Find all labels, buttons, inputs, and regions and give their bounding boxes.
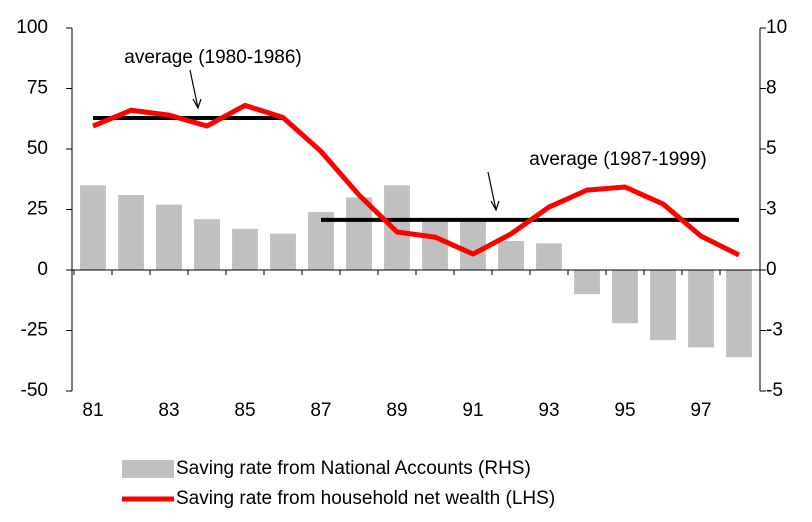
bar <box>688 270 714 348</box>
x-tick-label: 97 <box>690 400 711 421</box>
legend-label: Saving rate from household net wealth (L… <box>176 488 555 509</box>
bar <box>156 204 182 270</box>
y2-tick-label: 5 <box>766 138 777 159</box>
y2-tick-label: 0 <box>766 259 777 280</box>
annotation-arrow <box>189 69 199 109</box>
bar <box>650 270 676 341</box>
bar <box>498 240 524 270</box>
bar <box>232 228 258 270</box>
y2-tick-label: -5 <box>766 380 783 401</box>
annotation-arrow <box>487 171 497 211</box>
x-tick-label: 93 <box>538 400 559 421</box>
annotation: average (1980-1986) <box>124 47 301 68</box>
x-tick-label: 85 <box>234 400 255 421</box>
bar <box>574 270 600 295</box>
y-tick-label: -25 <box>21 320 48 341</box>
x-tick-label: 89 <box>386 400 407 421</box>
line <box>92 102 741 258</box>
y-tick-label: -50 <box>21 380 48 401</box>
bar <box>270 233 296 270</box>
x-tick-label: 81 <box>82 400 103 421</box>
bar <box>194 219 220 270</box>
x-tick-label: 95 <box>614 400 635 421</box>
bar <box>726 270 752 358</box>
legend-label: Saving rate from National Accounts (RHS) <box>176 458 531 479</box>
y2-tick-label: 8 <box>766 78 777 99</box>
bar <box>612 270 638 324</box>
arrow-head <box>192 98 202 110</box>
y2-tick-label: 3 <box>766 199 777 220</box>
x-tick-label: 83 <box>158 400 179 421</box>
y-tick-label: 25 <box>27 199 48 220</box>
y-tick-label: 50 <box>27 138 48 159</box>
legend-swatch <box>122 460 174 478</box>
annotation: average (1987-1999) <box>529 149 706 170</box>
bar <box>536 243 562 270</box>
bar <box>422 221 448 270</box>
x-tick-label: 87 <box>310 400 331 421</box>
x-tick-label: 91 <box>462 400 483 421</box>
bar <box>460 221 486 270</box>
y-tick-label: 0 <box>37 259 48 280</box>
y2-tick-label: -3 <box>766 320 783 341</box>
y2-tick-label: 10 <box>766 17 787 38</box>
bar <box>80 185 106 270</box>
y-tick-label: 75 <box>27 78 48 99</box>
bar <box>118 194 144 270</box>
y-tick-label: 100 <box>16 17 48 38</box>
bar <box>384 185 410 270</box>
bar <box>346 197 372 270</box>
arrow-head <box>490 200 500 212</box>
